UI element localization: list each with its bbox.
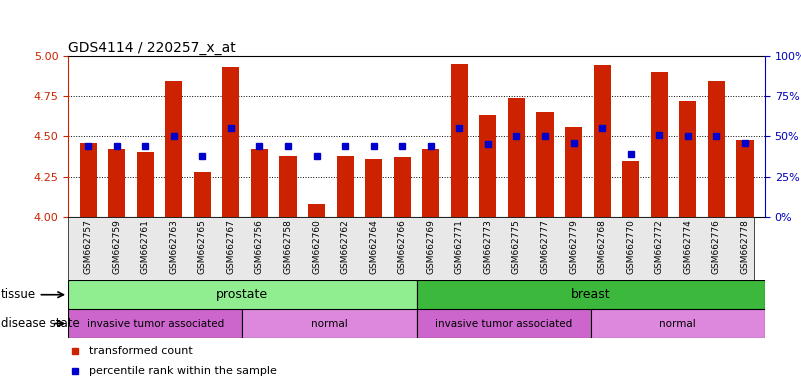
Bar xyxy=(242,309,417,338)
Text: GSM662766: GSM662766 xyxy=(398,219,407,274)
Bar xyxy=(479,115,497,217)
Bar xyxy=(393,157,411,217)
Bar xyxy=(508,98,525,217)
Text: GSM662776: GSM662776 xyxy=(712,219,721,274)
Bar xyxy=(650,72,668,217)
Text: invasive tumor associated: invasive tumor associated xyxy=(435,318,572,329)
Bar xyxy=(590,309,765,338)
Text: GSM662765: GSM662765 xyxy=(198,219,207,274)
Bar xyxy=(68,309,242,338)
Text: GDS4114 / 220257_x_at: GDS4114 / 220257_x_at xyxy=(68,41,235,55)
Text: GSM662772: GSM662772 xyxy=(654,219,664,274)
Text: GSM662768: GSM662768 xyxy=(598,219,606,274)
Text: breast: breast xyxy=(571,288,610,301)
Bar xyxy=(422,149,440,217)
Bar xyxy=(417,309,590,338)
Text: GSM662757: GSM662757 xyxy=(83,219,93,274)
Bar xyxy=(280,156,296,217)
Bar xyxy=(336,156,354,217)
Bar xyxy=(451,64,468,217)
Text: GSM662767: GSM662767 xyxy=(227,219,235,274)
Bar xyxy=(223,67,239,217)
Bar xyxy=(594,65,610,217)
Text: GSM662771: GSM662771 xyxy=(455,219,464,274)
Text: disease state: disease state xyxy=(1,317,79,330)
Text: GSM662777: GSM662777 xyxy=(541,219,549,274)
Text: GSM662758: GSM662758 xyxy=(284,219,292,274)
Text: normal: normal xyxy=(311,318,348,329)
Bar xyxy=(251,149,268,217)
Bar xyxy=(417,280,765,309)
Bar xyxy=(79,143,97,217)
Bar xyxy=(165,81,183,217)
Text: GSM662770: GSM662770 xyxy=(626,219,635,274)
Text: GSM662762: GSM662762 xyxy=(340,219,349,274)
Text: prostate: prostate xyxy=(216,288,268,301)
Bar xyxy=(108,149,125,217)
Text: GSM662778: GSM662778 xyxy=(740,219,750,274)
Text: transformed count: transformed count xyxy=(89,346,193,356)
Text: GSM662759: GSM662759 xyxy=(112,219,121,274)
Text: GSM662761: GSM662761 xyxy=(141,219,150,274)
Bar xyxy=(365,159,382,217)
Text: invasive tumor associated: invasive tumor associated xyxy=(87,318,223,329)
Bar xyxy=(622,161,639,217)
Bar xyxy=(194,172,211,217)
Bar xyxy=(308,204,325,217)
Text: GSM662775: GSM662775 xyxy=(512,219,521,274)
Text: GSM662760: GSM662760 xyxy=(312,219,321,274)
Bar xyxy=(137,152,154,217)
Text: tissue: tissue xyxy=(1,288,36,301)
Text: normal: normal xyxy=(659,318,696,329)
Text: percentile rank within the sample: percentile rank within the sample xyxy=(89,366,277,376)
Bar xyxy=(537,112,553,217)
Bar xyxy=(708,81,725,217)
Text: GSM662756: GSM662756 xyxy=(255,219,264,274)
Bar xyxy=(736,139,754,217)
Text: GSM662774: GSM662774 xyxy=(683,219,692,274)
Text: GSM662779: GSM662779 xyxy=(569,219,578,274)
Bar xyxy=(68,280,417,309)
Text: GSM662763: GSM662763 xyxy=(169,219,179,274)
Text: GSM662764: GSM662764 xyxy=(369,219,378,274)
Bar xyxy=(679,101,696,217)
Bar xyxy=(565,127,582,217)
Text: GSM662773: GSM662773 xyxy=(484,219,493,274)
Text: GSM662769: GSM662769 xyxy=(426,219,435,274)
